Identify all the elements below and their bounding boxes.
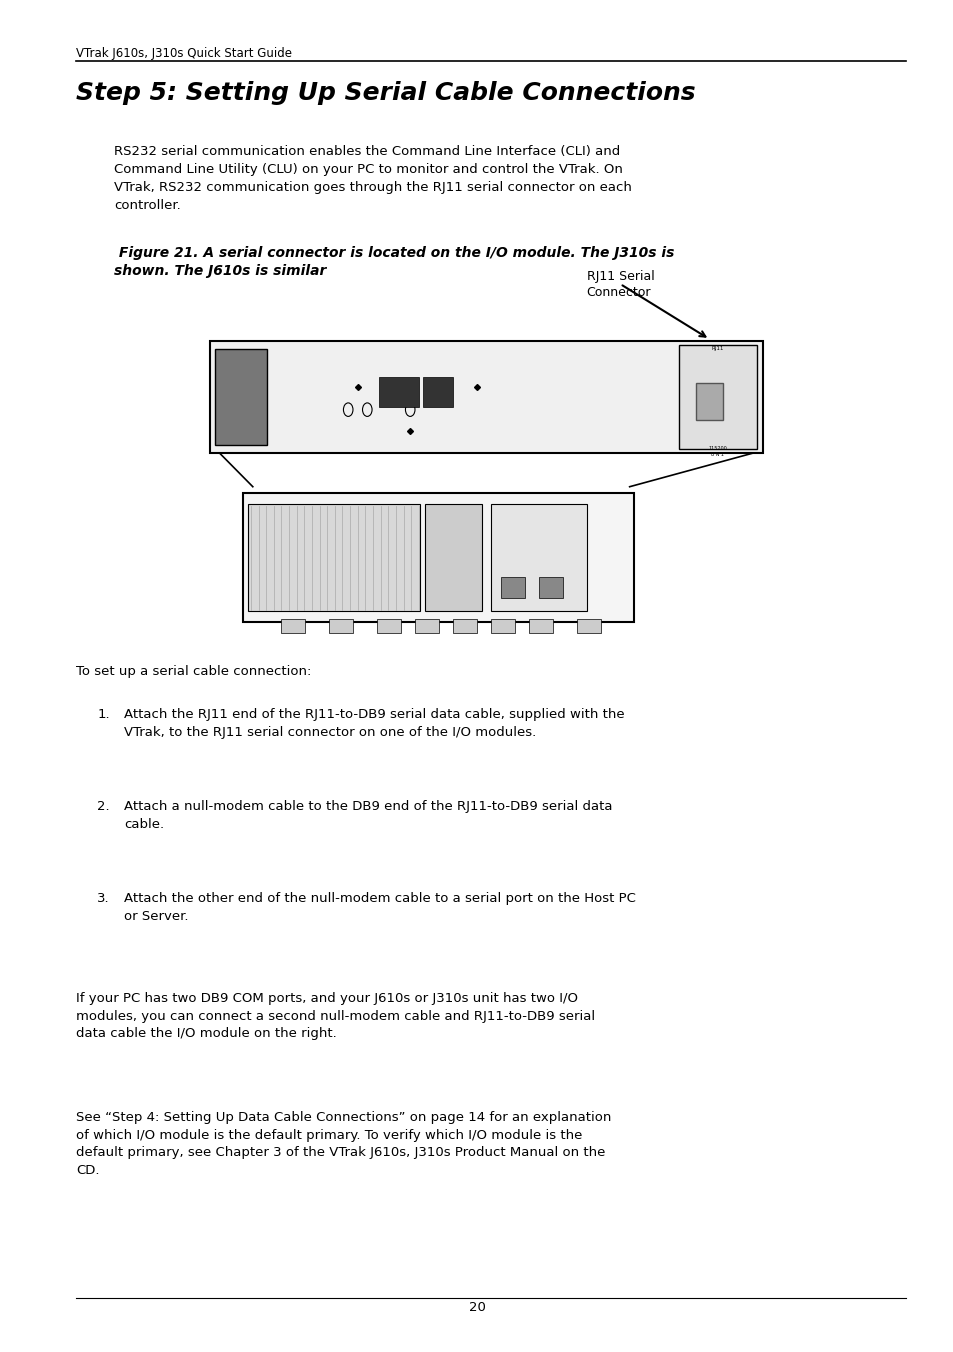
Bar — [696, 383, 722, 420]
Bar — [424, 504, 481, 611]
Bar — [415, 619, 438, 633]
Bar — [422, 377, 453, 407]
Text: 115200
8 N 1: 115200 8 N 1 — [707, 446, 726, 457]
Text: RJ11 Serial
Connector: RJ11 Serial Connector — [586, 270, 654, 299]
Text: 2.: 2. — [97, 800, 110, 814]
Bar — [538, 577, 562, 598]
Bar — [453, 619, 476, 633]
Bar — [214, 349, 267, 445]
Bar — [243, 493, 634, 622]
Text: To set up a serial cable connection:: To set up a serial cable connection: — [76, 665, 312, 679]
Bar — [500, 577, 524, 598]
Bar — [491, 504, 586, 611]
Text: 20: 20 — [468, 1301, 485, 1314]
Text: Attach the other end of the null-modem cable to a serial port on the Host PC
or : Attach the other end of the null-modem c… — [124, 892, 636, 923]
Text: Attach a null-modem cable to the DB9 end of the RJ11-to-DB9 serial data
cable.: Attach a null-modem cable to the DB9 end… — [124, 800, 612, 831]
Bar — [329, 619, 353, 633]
Bar — [210, 341, 762, 453]
Bar — [376, 619, 400, 633]
Bar — [491, 619, 515, 633]
Text: RS232 serial communication enables the Command Line Interface (CLI) and
Command : RS232 serial communication enables the C… — [114, 145, 632, 212]
Text: Step 5: Setting Up Serial Cable Connections: Step 5: Setting Up Serial Cable Connecti… — [76, 81, 696, 105]
Text: 3.: 3. — [97, 892, 110, 906]
Text: VTrak J610s, J310s Quick Start Guide: VTrak J610s, J310s Quick Start Guide — [76, 47, 292, 61]
Text: 1.: 1. — [97, 708, 110, 722]
Bar — [679, 345, 756, 449]
Bar — [577, 619, 600, 633]
Bar — [378, 377, 418, 407]
Bar — [529, 619, 553, 633]
Text: If your PC has two DB9 COM ports, and your J610s or J310s unit has two I/O
modul: If your PC has two DB9 COM ports, and yo… — [76, 992, 595, 1041]
Text: RJ11: RJ11 — [711, 346, 722, 352]
Bar — [248, 504, 419, 611]
Text: Attach the RJ11 end of the RJ11-to-DB9 serial data cable, supplied with the
VTra: Attach the RJ11 end of the RJ11-to-DB9 s… — [124, 708, 624, 740]
Text: See “Step 4: Setting Up Data Cable Connections” on page 14 for an explanation
of: See “Step 4: Setting Up Data Cable Conne… — [76, 1111, 611, 1176]
Bar — [281, 619, 305, 633]
Text: Figure 21. A serial connector is located on the I/O module. The J310s is
shown. : Figure 21. A serial connector is located… — [114, 246, 674, 279]
